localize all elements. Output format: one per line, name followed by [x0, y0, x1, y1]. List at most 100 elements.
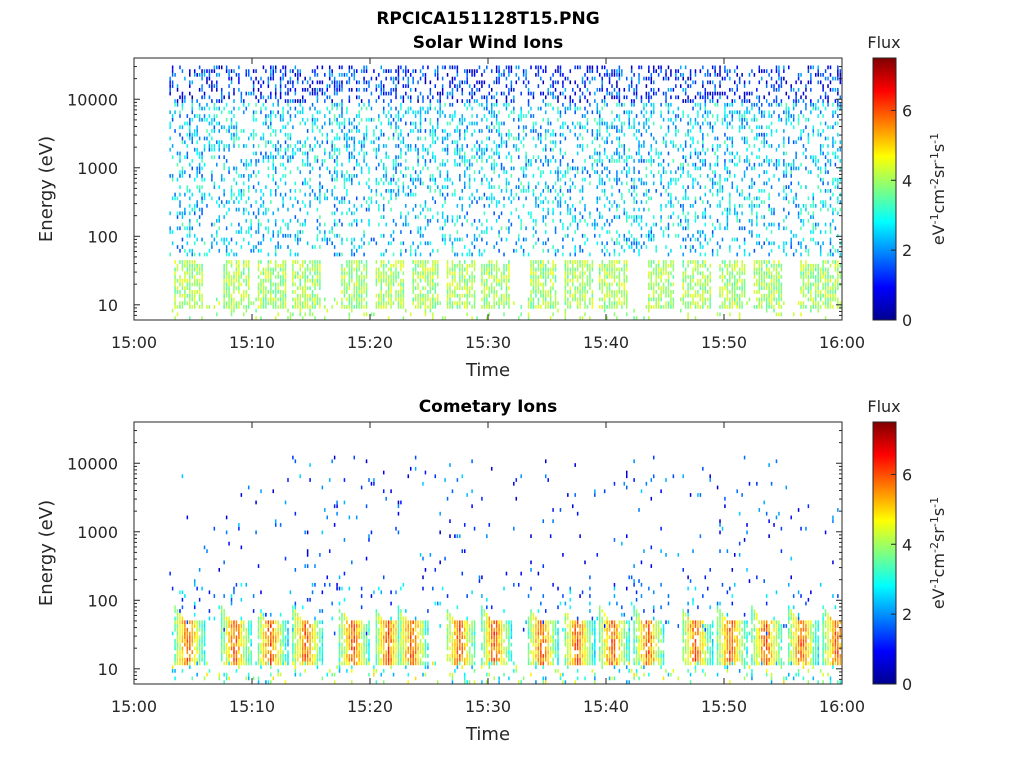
heatmap-cell	[262, 297, 265, 302]
heatmap-cell	[596, 241, 599, 246]
heatmap-cell	[424, 117, 427, 122]
heatmap-cell	[395, 155, 397, 160]
heatmap-cell	[358, 114, 360, 118]
heatmap-cell	[216, 230, 218, 234]
heatmap-cell	[252, 84, 255, 88]
heatmap-cell	[537, 69, 540, 73]
heatmap-cell	[390, 267, 392, 272]
heatmap-cell	[294, 282, 297, 287]
heatmap-cell	[660, 192, 662, 197]
heatmap-cell	[287, 144, 289, 148]
heatmap-cell	[223, 203, 225, 208]
heatmap-cell	[390, 99, 392, 103]
heatmap-cell	[679, 308, 682, 313]
heatmap-cell	[449, 80, 451, 85]
heatmap-cell	[304, 278, 306, 283]
heatmap-cell	[324, 316, 326, 320]
heatmap-cell	[409, 72, 412, 77]
heatmap-cell	[189, 162, 191, 167]
heatmap-cell	[272, 102, 275, 107]
heatmap-cell	[473, 91, 476, 96]
heatmap-cell	[284, 305, 287, 309]
heatmap-cell	[262, 305, 265, 309]
heatmap-cell	[432, 132, 434, 137]
heatmap-cell	[174, 267, 176, 272]
heatmap-cell	[424, 147, 427, 152]
heatmap-cell	[201, 151, 203, 156]
heatmap-cell	[643, 76, 645, 81]
heatmap-cell	[274, 114, 277, 118]
heatmap-cell	[348, 174, 351, 178]
heatmap-cell	[348, 177, 351, 182]
heatmap-cell	[527, 80, 530, 85]
heatmap-cell	[240, 245, 243, 249]
heatmap-cell	[623, 282, 626, 287]
heatmap-cell	[179, 200, 181, 204]
heatmap-cell	[304, 76, 306, 81]
heatmap-cell	[618, 144, 621, 148]
heatmap-cell	[532, 297, 535, 302]
heatmap-cell	[459, 80, 461, 85]
heatmap-cell	[287, 121, 289, 126]
heatmap-cell	[225, 211, 228, 216]
heatmap-cell	[611, 218, 613, 223]
heatmap-cell	[201, 305, 203, 309]
heatmap-cell	[684, 290, 687, 294]
heatmap-cell	[235, 125, 238, 130]
heatmap-cell	[277, 305, 279, 309]
heatmap-cell	[660, 275, 662, 279]
heatmap-cell	[532, 260, 535, 264]
heatmap-cell	[306, 241, 309, 246]
heatmap-cell	[436, 260, 439, 264]
heatmap-cell	[311, 166, 314, 171]
heatmap-cell	[400, 230, 402, 234]
heatmap-cell	[670, 215, 672, 219]
heatmap-cell	[670, 282, 672, 287]
heatmap-cell	[655, 297, 657, 302]
heatmap-cell	[461, 271, 464, 276]
heatmap-cell	[380, 260, 383, 264]
heatmap-cell	[616, 215, 618, 219]
heatmap-cell	[299, 312, 302, 317]
heatmap-cell	[328, 237, 331, 242]
heatmap-cell	[309, 286, 311, 291]
heatmap-cell	[525, 226, 527, 231]
heatmap-cell	[378, 293, 380, 298]
heatmap-cell	[672, 110, 675, 115]
heatmap-cell	[279, 147, 282, 152]
heatmap-cell	[473, 69, 476, 73]
heatmap-cell	[638, 248, 640, 253]
heatmap-cell	[446, 260, 449, 264]
heatmap-cell	[441, 159, 444, 163]
heatmap-cell	[689, 84, 692, 88]
heatmap-cell	[331, 192, 333, 197]
heatmap-cell	[417, 99, 419, 103]
heatmap-cell	[284, 282, 287, 287]
heatmap-cell	[625, 181, 628, 186]
heatmap-cell	[623, 159, 626, 163]
heatmap-cell	[486, 218, 488, 223]
heatmap-cell	[544, 267, 547, 272]
heatmap-cell	[547, 211, 549, 216]
heatmap-cell	[540, 290, 542, 294]
heatmap-cell	[606, 136, 608, 141]
heatmap-cell	[424, 286, 427, 291]
heatmap-cell	[606, 293, 608, 298]
heatmap-cell	[451, 140, 454, 145]
heatmap-cell	[449, 121, 451, 126]
heatmap-cell	[255, 230, 257, 234]
heatmap-cell	[471, 293, 473, 298]
heatmap-cell	[562, 91, 564, 96]
heatmap-cell	[562, 192, 564, 197]
heatmap-cell	[603, 282, 606, 287]
heatmap-cell	[544, 110, 547, 115]
heatmap-cell	[240, 196, 243, 201]
heatmap-cell	[321, 80, 324, 85]
heatmap-cell	[454, 140, 456, 145]
heatmap-cell	[336, 87, 338, 92]
heatmap-cell	[174, 278, 176, 283]
heatmap-cell	[397, 117, 400, 122]
heatmap-cell	[272, 271, 275, 276]
heatmap-cell	[488, 301, 491, 306]
heatmap-cell	[319, 260, 321, 264]
